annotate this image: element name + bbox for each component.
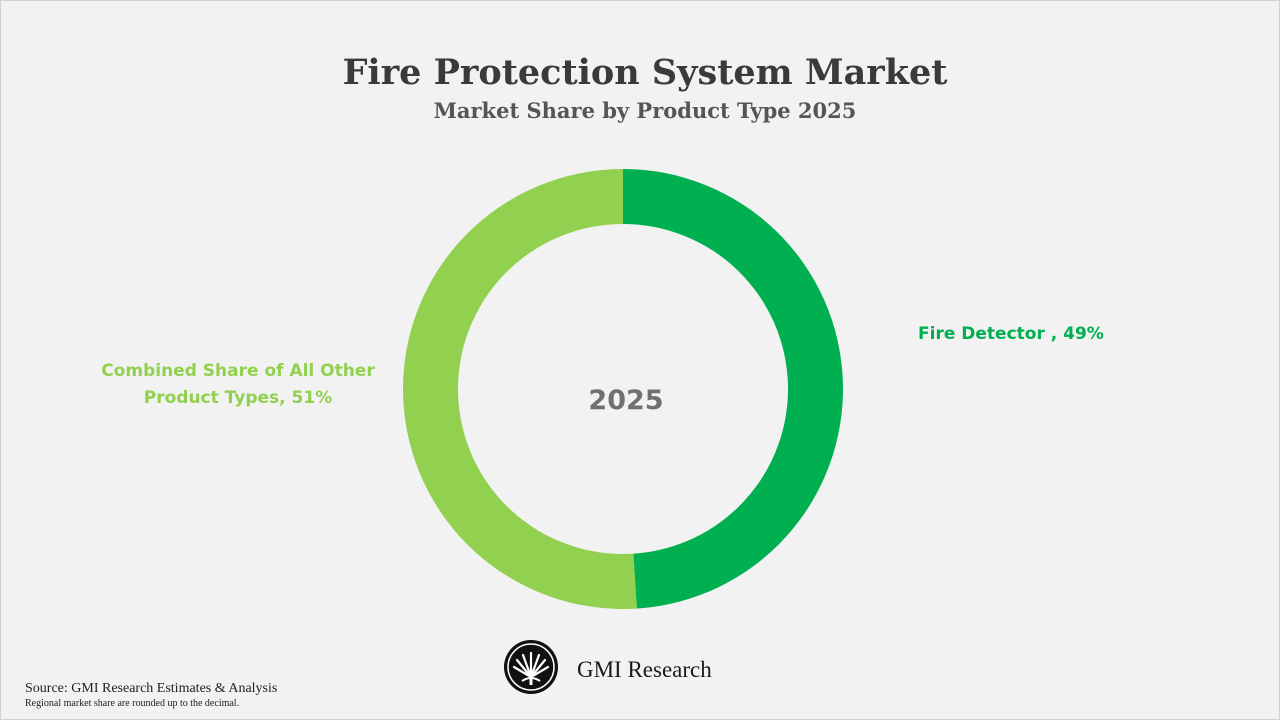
- slice-label-others: Combined Share of All Other Product Type…: [88, 358, 388, 412]
- slice-label-others-line1: Combined Share of All Other: [101, 361, 375, 381]
- palm-fan-logo-icon: [504, 640, 558, 694]
- slice-label-fire-detector: Fire Detector , 49%: [918, 324, 1104, 344]
- slice-label-others-line2: Product Types, 51%: [143, 388, 333, 408]
- donut-slice-fire-detector: [623, 169, 843, 609]
- donut-center-label: 2025: [588, 385, 664, 416]
- chart-subtitle: Market Share by Product Type 2025: [433, 98, 857, 123]
- source-text: Source: GMI Research Estimates & Analysi…: [25, 681, 278, 696]
- chart-title: Fire Protection System Market: [342, 52, 948, 93]
- footnote-text: Regional market share are rounded up to …: [25, 698, 240, 709]
- donut-slice-combined-share-of-all-other-product-types: [402, 169, 637, 609]
- brand-name: GMI Research: [577, 657, 712, 682]
